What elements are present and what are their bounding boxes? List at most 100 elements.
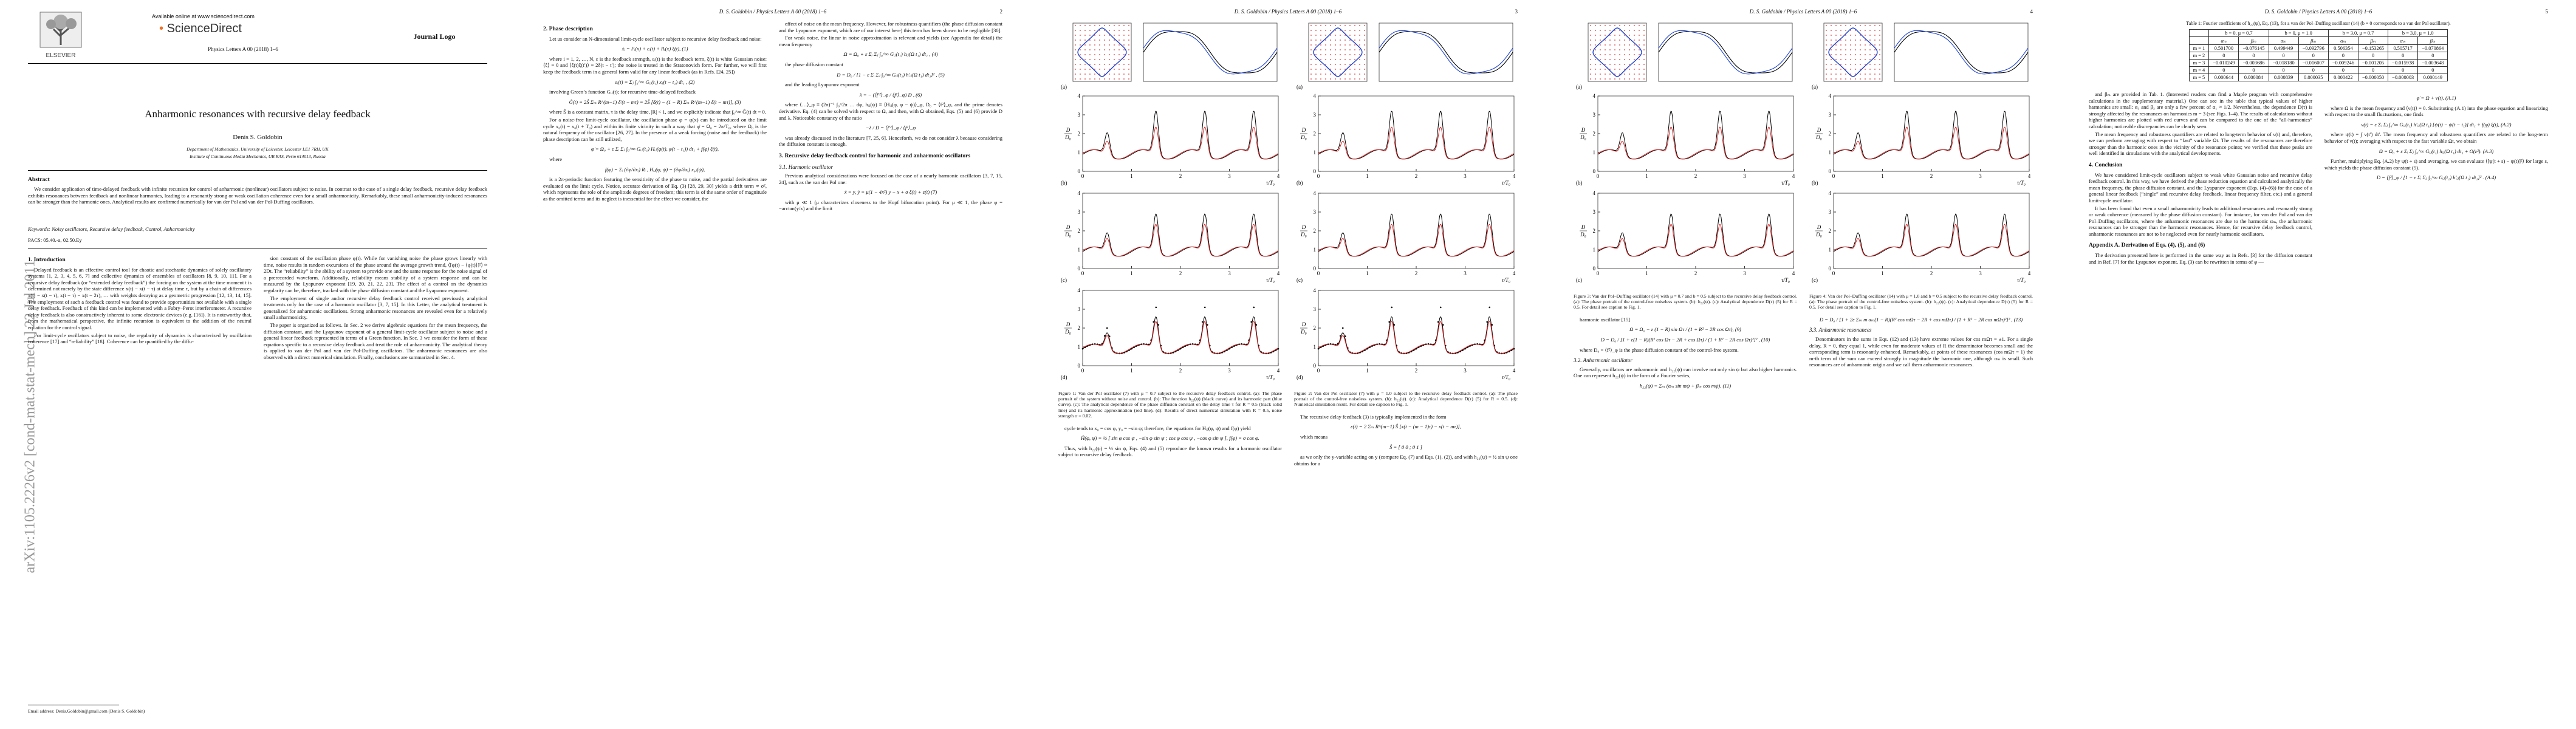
- portrait-dot: [1609, 30, 1611, 31]
- table-cell: m = 3: [2188, 59, 2210, 67]
- portrait-dot: [1359, 44, 1360, 46]
- portrait-dot: [1590, 74, 1591, 75]
- portrait-dot: [1619, 78, 1620, 80]
- portrait-dot: [1099, 39, 1100, 41]
- portrait-dot: [1075, 49, 1076, 50]
- y-tick-label: 3: [1078, 209, 1081, 215]
- portrait-dot: [1600, 30, 1601, 31]
- portrait-dot: [1614, 30, 1615, 31]
- portrait-dot: [1879, 69, 1880, 70]
- y-tick-label: 0: [1078, 168, 1081, 174]
- portrait-dot: [1619, 64, 1620, 65]
- equation: D = D₀ / [1 + 2ε Σₘ m αₘ(1 − R)(R² cos m…: [1819, 316, 2023, 323]
- portrait-dot: [1831, 30, 1832, 31]
- portrait-dot: [1118, 30, 1120, 31]
- portrait-dot: [1835, 49, 1837, 50]
- portrait-dot: [1310, 49, 1312, 50]
- portrait-dot: [1850, 59, 1851, 60]
- plot-curve-harmonic: [1597, 126, 1794, 160]
- portrait-dot: [1845, 64, 1846, 65]
- paragraph: where Ŝ is a constant matrix, τ is the d…: [549, 109, 766, 115]
- panel-label: (a): [1812, 84, 1818, 90]
- sim-point: [1201, 321, 1204, 323]
- portrait-dot: [1075, 69, 1076, 70]
- portrait-dot: [1835, 78, 1837, 80]
- portrait-dot: [1089, 49, 1091, 50]
- portrait-dot: [1364, 39, 1365, 41]
- x-tick-label: 0: [1317, 173, 1320, 179]
- plot-panel: 0 1 2 3 4 0 1 2 3 4 DD₀ τ/T₀ (c): [1297, 190, 1516, 283]
- plot-panel: 0 1 2 3 4 0 1 2 3 4 DD₀ τ/T₀ (c): [1576, 190, 1795, 283]
- portrait-dot: [1860, 69, 1861, 70]
- portrait-dot: [1855, 69, 1856, 70]
- portrait-dot: [1325, 54, 1326, 55]
- portrait-dot: [1335, 49, 1336, 50]
- portrait-dot: [1869, 35, 1871, 36]
- y-tick-label: 1: [1314, 247, 1317, 253]
- table-cell: 0.000035: [2298, 74, 2329, 81]
- portrait-dot: [1835, 30, 1837, 31]
- portrait-dot: [1845, 25, 1846, 26]
- portrait-dot: [1605, 30, 1606, 31]
- portrait-frame: [1823, 22, 1883, 82]
- x-tick-label: 4: [1792, 270, 1795, 276]
- portrait-dot: [1340, 74, 1341, 75]
- portrait-dot: [1600, 25, 1601, 26]
- x-tick-label: 0: [1832, 270, 1835, 276]
- portrait-dot: [1084, 44, 1086, 46]
- portrait-dot: [1080, 64, 1081, 65]
- paragraph: where: [549, 156, 562, 162]
- portrait-dot: [1310, 54, 1312, 55]
- y-tick-label: 2: [1314, 131, 1317, 137]
- portrait-dot: [1826, 39, 1827, 41]
- equation: Ω = Ω₀ − ε (1 − R) sin Ωτ / (1 + R² − 2R…: [1629, 326, 1741, 333]
- portrait-dot: [1860, 54, 1861, 55]
- portrait-dot: [1614, 74, 1615, 75]
- portrait-dot: [1320, 30, 1321, 31]
- plot-frame: [1082, 193, 1279, 269]
- portrait-dot: [1109, 30, 1110, 31]
- plot-frame: [1082, 290, 1279, 366]
- table-cell: −0.009246: [2328, 59, 2358, 67]
- y-label-den: D₀: [1300, 231, 1307, 238]
- table-header: b = 0, μ = 1.0: [2268, 29, 2329, 37]
- equation: φ̇ = Ω₀ + ε Σᵢ Σⱼ ∫₀^∞ Gᵢⱼ(t₁) Hᵢⱼ(φ(t),…: [591, 146, 719, 152]
- portrait-dot: [1643, 44, 1645, 46]
- wave-curve: [1143, 30, 1278, 75]
- portrait-dot: [1614, 54, 1615, 55]
- portrait-dot: [1089, 30, 1091, 31]
- portrait-dot: [1075, 54, 1076, 55]
- portrait-dot: [1080, 78, 1081, 80]
- panel-a: (a): [1297, 22, 1513, 90]
- subsection-heading: 3.3. Anharmonic resonances: [1809, 327, 1872, 334]
- paragraph: where Ω is the mean frequency and ⟨ν(t)⟩…: [2324, 104, 2548, 118]
- portrait-dot: [1310, 35, 1312, 36]
- table-cell: 0.499449: [2268, 44, 2299, 52]
- portrait-dot: [1840, 64, 1841, 65]
- y-tick-label: 1: [1829, 247, 1832, 253]
- table-cell: 0: [2328, 66, 2358, 74]
- portrait-dot: [1114, 30, 1115, 31]
- portrait-frame: [1588, 22, 1647, 82]
- equation: ẋᵢ = Fᵢ(x) + εᵢ(t) + Rᵢ(x) ξ(t), (1): [622, 46, 688, 52]
- rule: [28, 170, 487, 171]
- portrait-dot: [1605, 78, 1606, 80]
- portrait-dot: [1109, 44, 1110, 46]
- portrait-dot: [1634, 54, 1635, 55]
- portrait-dot: [1845, 44, 1846, 46]
- x-tick-label: 2: [1179, 270, 1182, 276]
- portrait-dot: [1118, 35, 1120, 36]
- x-tick-label: 2: [1930, 270, 1933, 276]
- portrait-dot: [1080, 44, 1081, 46]
- affiliation: Institute of Continuous Media Mechanics,…: [190, 154, 326, 159]
- table-cell: 0: [2417, 52, 2448, 60]
- sim-point: [1155, 306, 1157, 309]
- portrait-dot: [1080, 35, 1081, 36]
- portrait-dot: [1075, 25, 1076, 26]
- portrait-dot: [1595, 78, 1596, 80]
- portrait-dot: [1330, 69, 1331, 70]
- portrait-dot: [1345, 35, 1346, 36]
- x-tick-label: 3: [1464, 368, 1467, 374]
- portrait-dot: [1826, 35, 1827, 36]
- title: Anharmonic resonances with recursive del…: [145, 108, 371, 120]
